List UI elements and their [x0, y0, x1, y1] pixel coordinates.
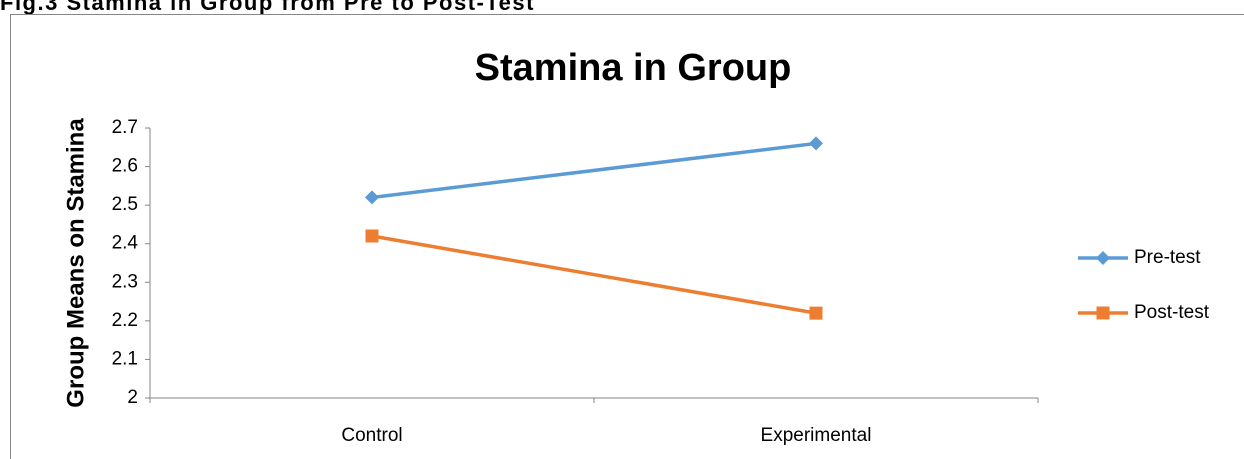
- y-tick-label: 2.6: [112, 156, 138, 177]
- chart-border: [10, 14, 1244, 459]
- y-tick-label: 2.2: [112, 310, 138, 331]
- caption: Fig.3 Stamina in Group from Pre to Post-…: [0, 0, 535, 15]
- y-tick-label: 2.4: [112, 233, 139, 254]
- legend-label: Post-test: [1134, 302, 1210, 323]
- series-line: [371, 141, 817, 200]
- data-point: [365, 190, 379, 205]
- legend-marker: [1096, 251, 1110, 265]
- y-tick-label: 2.7: [112, 117, 138, 138]
- legend-marker: [1096, 306, 1110, 320]
- series-line: [371, 234, 817, 315]
- legend-label: Pre-test: [1134, 247, 1201, 268]
- y-tick-label: 2.5: [112, 194, 138, 215]
- data-point: [809, 306, 823, 320]
- y-axis-label: Group Means on Stamina: [62, 118, 89, 408]
- x-tick-label: Control: [341, 425, 402, 446]
- y-tick-label: 2: [127, 387, 138, 408]
- data-point: [365, 229, 379, 243]
- data-point: [809, 136, 823, 151]
- chart-title: Stamina in Group: [475, 47, 792, 89]
- y-tick-label: 2.1: [112, 348, 138, 369]
- y-tick-label: 2.3: [112, 271, 138, 292]
- x-tick-label: Experimental: [761, 425, 872, 446]
